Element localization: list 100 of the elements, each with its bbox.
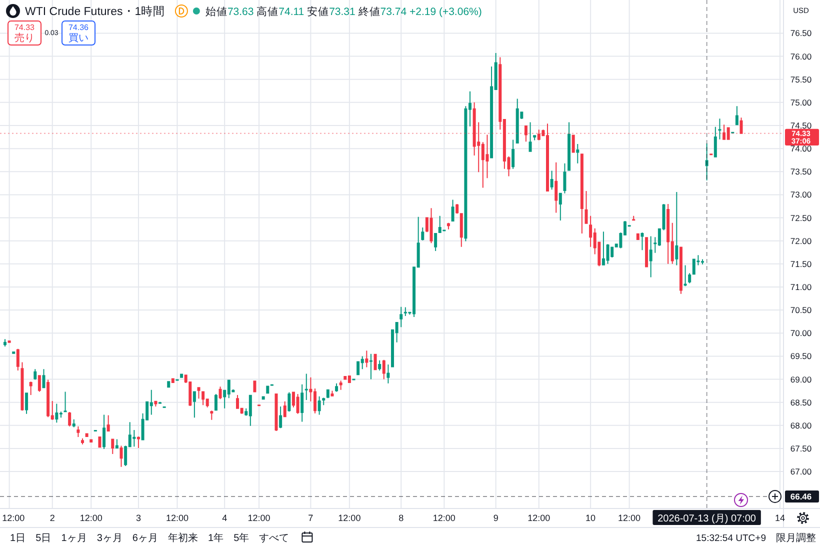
candlestick [214,394,218,412]
x-tick-label: 12:00 [618,513,641,523]
y-tick-label: 70.50 [790,305,812,316]
candlestick [572,134,575,153]
y-tick-label: 75.00 [790,97,812,108]
candlestick [684,264,687,287]
candlestick [46,379,50,418]
candlestick [369,353,372,380]
candlestick [740,117,743,134]
candlestick [85,432,88,438]
candlestick [111,438,114,455]
candlestick [167,380,170,388]
candlestick [296,394,300,414]
candlestick [180,373,184,378]
x-tick-label: 4 [222,513,228,523]
candlestick [692,258,696,275]
candlestick [456,203,459,214]
candlestick [576,143,580,164]
text: 1年 [208,532,224,544]
candlestick [68,412,72,427]
candlestick [382,359,386,380]
candlestick [76,426,80,438]
text: 5日 [36,533,52,544]
text: 15:32:54 UTC+9 [696,533,766,544]
annotation: 74.36 買い [68,23,90,44]
candlestick [326,389,330,399]
candlestick [451,199,454,222]
y-tick-label: 71.50 [790,258,812,269]
candlestick [688,272,692,284]
candlestick [446,222,450,230]
candlestick [554,162,558,214]
candlestick [430,208,433,244]
candlestick [636,233,640,240]
x-tick-label: 12:00 [2,513,25,523]
candlestick [274,394,278,432]
y-tick-label: 68.50 [790,397,812,408]
candlestick [8,340,11,344]
candlestick [675,191,678,266]
x-tick-label: 12:00 [166,513,188,523]
candlestick [645,237,648,268]
y-tick-label: 71.00 [790,282,812,292]
candlestick [64,391,67,413]
candlestick [266,385,270,394]
candlestick [283,400,286,418]
x-tick-label: 7 [308,513,314,523]
candlestick [29,381,32,396]
y-tick-label: 72.00 [790,236,812,246]
candlestick [404,306,407,317]
candlestick [330,390,334,397]
x-tick-label: 12:00 [248,513,270,523]
annotation: 0.03 [44,30,58,37]
candlestick [279,406,282,429]
candlestick [649,236,652,278]
candlestick [102,414,106,450]
candlestick [434,232,438,252]
candlestick [210,410,214,420]
candlestick [348,376,351,383]
candlestick [516,98,519,144]
candlestick [120,445,123,468]
text: 限月調整 [776,532,816,544]
candlestick [72,418,76,428]
y-tick-label: 75.50 [790,74,812,84]
y-tick-label: 72.50 [790,212,812,223]
text: 1ヶ月 [61,533,87,544]
candlestick [16,348,20,372]
y-tick-label: 73.00 [790,190,812,200]
candlestick [318,396,321,416]
y-tick-label: 67.50 [790,443,812,454]
y-tick-label: 76.50 [790,28,812,38]
candlestick [106,414,110,432]
candlestick [378,360,382,372]
candlestick [537,129,540,141]
candlestick [400,306,403,328]
candlestick [558,192,562,222]
x-tick-label: 9 [493,513,498,523]
candlestick [136,436,140,449]
candlestick [4,338,6,348]
text: すべて [259,533,290,544]
candlestick [365,350,368,368]
candlestick [339,380,342,390]
x-tick-label: 12:00 [528,513,550,523]
candlestick [512,139,515,170]
candlestick [81,438,84,445]
x-tick-label: 12:00 [432,513,456,523]
candlestick [460,213,463,248]
candlestick [421,226,424,241]
candlestick [288,392,291,412]
candlestick [580,154,584,234]
candlestick [171,378,174,384]
y-tick-label: 74.50 [790,120,812,130]
y-tick-label: 70.00 [790,328,812,338]
candlestick [25,392,28,414]
candlestick [262,396,265,400]
candlestick [197,387,200,400]
candlestick [735,106,738,126]
y-tick-label: 76.00 [790,51,812,62]
text: 3ヶ月 [96,533,122,544]
candlestick [722,124,726,140]
candlestick [38,375,41,392]
candlestick [90,439,93,443]
